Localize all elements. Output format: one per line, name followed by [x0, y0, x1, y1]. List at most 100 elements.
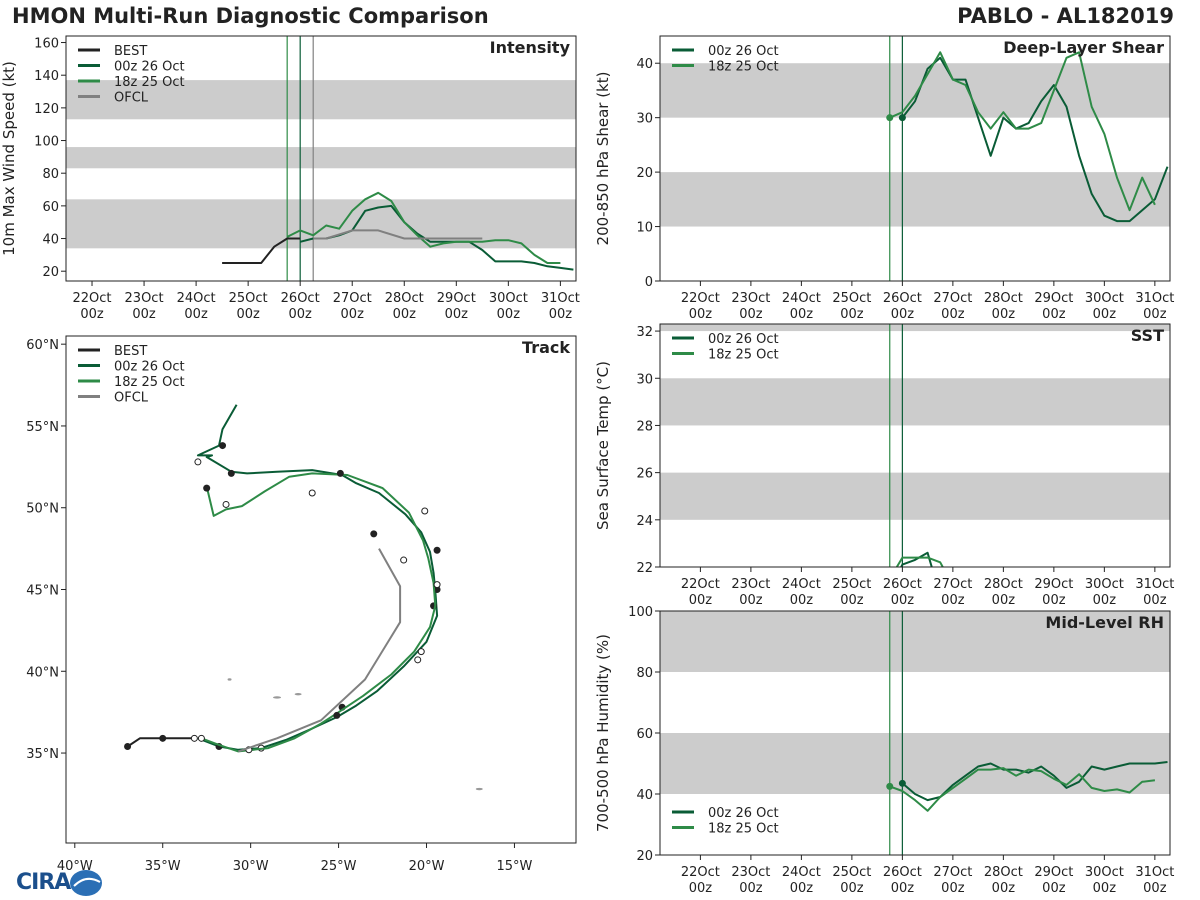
- intensity-xtick-label: 31Oct: [541, 291, 580, 306]
- rh-ylabel: 700-500 hPa Humidity (%): [594, 634, 612, 832]
- panel-track: 35°N40°N45°N50°N55°N60°N40°W 35°W 30°W 25°W…: [26, 335, 577, 874]
- shear-xtick-sublabel: 00z: [840, 307, 864, 322]
- track-point-open: [414, 656, 422, 664]
- intensity-xtick-sublabel: 00z: [497, 307, 521, 322]
- track-point-open: [194, 458, 202, 466]
- track-series-line: [201, 472, 437, 753]
- sst-xtick-sublabel: 00z: [790, 593, 814, 608]
- track-point: [433, 586, 441, 593]
- rh-ytick-label: 40: [636, 788, 653, 803]
- intensity-xtick-label: 22Oct: [73, 291, 112, 306]
- sst-ytick-label: 24: [636, 514, 653, 529]
- track-point: [333, 711, 341, 719]
- sst-xtick-sublabel: 00z: [1042, 593, 1066, 608]
- rh-xtick-sublabel: 00z: [689, 881, 713, 896]
- intensity-xtick-label: 28Oct: [385, 291, 424, 306]
- intensity-legend-label: BEST: [114, 44, 147, 59]
- track-ytick-label: 45°N: [26, 584, 59, 599]
- sst-xtick-label: 23Oct: [731, 577, 770, 592]
- sst-xtick-sublabel: 00z: [1143, 593, 1167, 608]
- intensity-series-line: [222, 237, 301, 264]
- intensity-ylabel: 10m Max Wind Speed (kt): [0, 61, 18, 256]
- track-point-open: [417, 648, 425, 656]
- cira-logo: [70, 870, 102, 896]
- intensity-legend-label: 00z 26 Oct: [114, 60, 185, 75]
- track-xtick-label: 15°W: [496, 859, 532, 874]
- shear-ytick-label: 0: [645, 275, 653, 290]
- track-frame: [65, 335, 577, 844]
- track-point: [227, 469, 235, 477]
- track-xtick-label: 30°W: [233, 859, 269, 874]
- intensity-xtick-sublabel: 00z: [132, 307, 156, 322]
- intensity-xtick-label: 23Oct: [125, 291, 164, 306]
- intensity-xtick-sublabel: 00z: [236, 307, 260, 322]
- track-legend-label: BEST: [114, 344, 147, 359]
- shear-xtick-sublabel: 00z: [1042, 307, 1066, 322]
- shear-xtick-label: 26Oct: [883, 291, 922, 306]
- sst-frame: [659, 323, 1171, 568]
- rh-xtick-label: 26Oct: [883, 865, 922, 880]
- intensity-band: [66, 80, 576, 120]
- track-point-open: [190, 734, 198, 742]
- rh-xtick-sublabel: 00z: [1093, 881, 1117, 896]
- rh-xtick-sublabel: 00z: [1143, 881, 1167, 896]
- shear-ytick-label: 40: [636, 57, 653, 72]
- shear-series-line: [889, 51, 1156, 212]
- rh-xtick-label: 29Oct: [1034, 865, 1073, 880]
- intensity-ytick-label: 140: [34, 69, 59, 84]
- track-point-open: [433, 581, 441, 589]
- track-title: Track: [522, 338, 570, 357]
- intensity-xtick-sublabel: 00z: [184, 307, 208, 322]
- track-point: [433, 546, 441, 554]
- sst-ytick-label: 28: [636, 419, 653, 434]
- rh-series-line: [889, 767, 1156, 812]
- shear-xtick-sublabel: 00z: [689, 307, 713, 322]
- sst-xtick-label: 22Oct: [681, 577, 720, 592]
- track-point-open: [400, 556, 408, 564]
- track-point: [336, 469, 344, 477]
- shear-xtick-label: 24Oct: [782, 291, 821, 306]
- intensity-xtick-label: 25Oct: [229, 291, 268, 306]
- track-ytick-label: 35°N: [26, 747, 59, 762]
- rh-xtick-sublabel: 00z: [1042, 881, 1066, 896]
- track-point: [159, 734, 167, 742]
- intensity-ytick-label: 40: [42, 233, 59, 248]
- sst-legend-label: 00z 26 Oct: [708, 332, 779, 347]
- intensity-band: [66, 147, 576, 169]
- sst-ytick-label: 32: [636, 325, 653, 340]
- intensity-legend-label: 18z 25 Oct: [114, 75, 185, 90]
- rh-point: [898, 779, 906, 787]
- track-point-open: [308, 489, 316, 497]
- sst-legend-label: 18z 25 Oct: [708, 348, 779, 363]
- shear-xtick-label: 25Oct: [832, 291, 871, 306]
- sst-xtick-label: 27Oct: [933, 577, 972, 592]
- shear-frame: [659, 35, 1171, 282]
- intensity-xtick-label: 26Oct: [281, 291, 320, 306]
- shear-ytick-label: 30: [636, 112, 653, 127]
- sst-xtick-label: 31Oct: [1135, 577, 1174, 592]
- intensity-xtick-sublabel: 00z: [445, 307, 469, 322]
- sst-xtick-sublabel: 00z: [992, 593, 1016, 608]
- shear-xtick-sublabel: 00z: [941, 307, 965, 322]
- sst-band: [660, 378, 1170, 426]
- track-legend-label: 00z 26 Oct: [114, 360, 185, 375]
- rh-xtick-label: 23Oct: [731, 865, 770, 880]
- sst-xtick-label: 30Oct: [1085, 577, 1124, 592]
- track-point: [219, 442, 227, 450]
- track-ytick-label: 55°N: [26, 420, 59, 435]
- intensity-xtick-label: 29Oct: [437, 291, 476, 306]
- shear-band: [660, 172, 1170, 227]
- island: [475, 787, 483, 791]
- sst-band: [660, 324, 1170, 332]
- track-point: [203, 484, 211, 492]
- track-legend-label: OFCL: [114, 391, 149, 406]
- sst-xtick-label: 26Oct: [883, 577, 922, 592]
- shear-xtick-label: 23Oct: [731, 291, 770, 306]
- shear-series-line: [901, 56, 1169, 223]
- storm-title: PABLO - AL182019: [957, 4, 1174, 28]
- island: [227, 678, 232, 681]
- sst-title: SST: [1131, 326, 1164, 345]
- intensity-xtick-sublabel: 00z: [393, 307, 417, 322]
- shear-xtick-label: 30Oct: [1085, 291, 1124, 306]
- rh-xtick-sublabel: 00z: [840, 881, 864, 896]
